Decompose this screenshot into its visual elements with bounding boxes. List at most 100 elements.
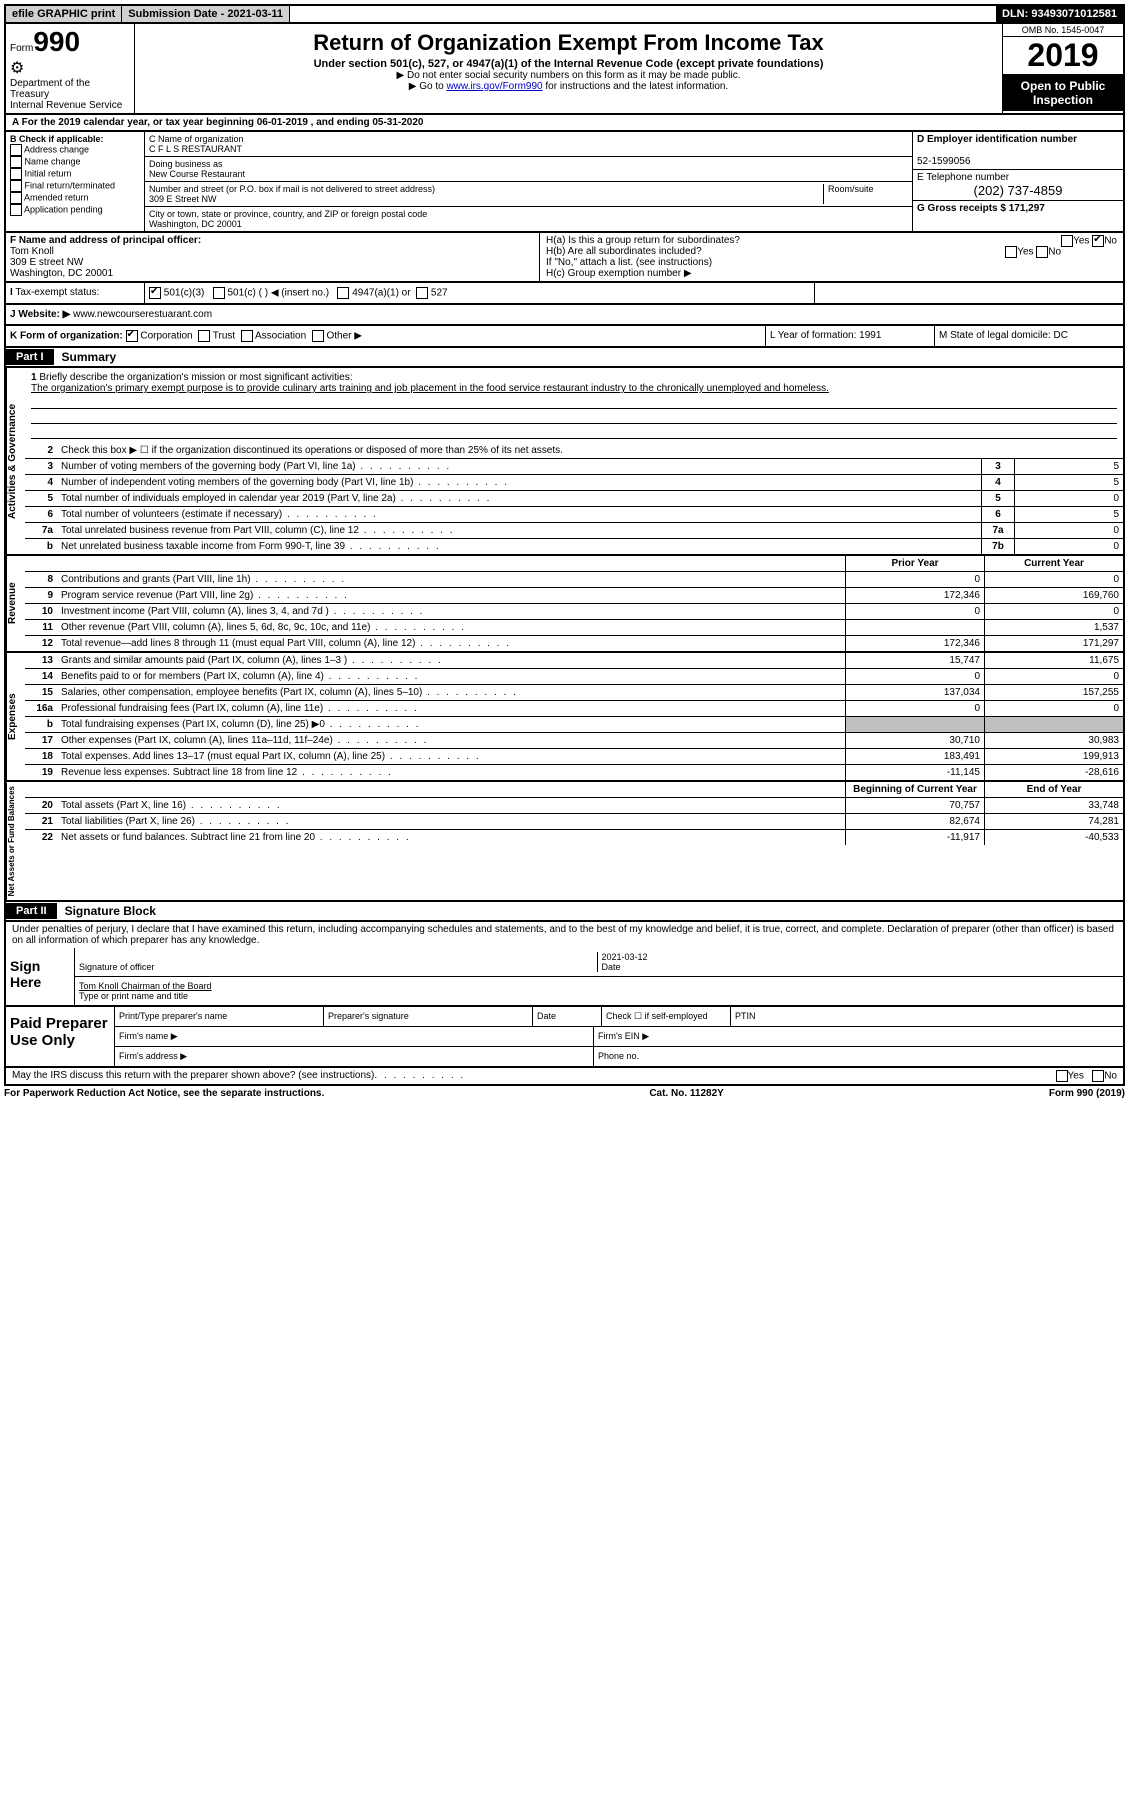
discuss-row: May the IRS discuss this return with the… — [4, 1068, 1125, 1086]
chk-address[interactable]: Address change — [10, 144, 140, 156]
part1-header: Part I Summary — [4, 348, 1125, 368]
rev-row-11: 11 Other revenue (Part VIII, column (A),… — [25, 620, 1123, 636]
rev-row-12: 12 Total revenue—add lines 8 through 11 … — [25, 636, 1123, 651]
dba-label: Doing business as — [149, 159, 908, 169]
prep-ptin-hdr: PTIN — [731, 1007, 1123, 1026]
hdr-end: End of Year — [984, 782, 1123, 797]
form-title: Return of Organization Exempt From Incom… — [139, 30, 998, 56]
declaration-text: Under penalties of perjury, I declare th… — [6, 922, 1123, 948]
mission-block: 1 Briefly describe the organization's mi… — [25, 368, 1123, 443]
hc-row: H(c) Group exemption number ▶ — [546, 268, 1117, 279]
org-name: C F L S RESTAURANT — [149, 144, 908, 154]
chk-name[interactable]: Name change — [10, 156, 140, 168]
form-990-num: 990 — [33, 26, 80, 57]
governance-section: Activities & Governance 1 Briefly descri… — [4, 368, 1125, 556]
form-number: Form990 — [10, 26, 130, 58]
submission-date[interactable]: Submission Date - 2021-03-11 — [122, 6, 290, 22]
col-b-checkboxes: B Check if applicable: Address change Na… — [6, 132, 145, 231]
officer-addr2: Washington, DC 20001 — [10, 268, 113, 279]
efile-button[interactable]: efile GRAPHIC print — [6, 6, 122, 22]
website-label: J Website: ▶ — [10, 309, 70, 320]
chk-pending[interactable]: Application pending — [10, 204, 140, 216]
form-header-left: Form990 ⚙ Department of the Treasury Int… — [6, 24, 135, 113]
firm-phone: Phone no. — [594, 1047, 1123, 1066]
gov-row-5: 5 Total number of individuals employed i… — [25, 491, 1123, 507]
form-label: Form — [10, 43, 33, 54]
rev-row-9: 9 Program service revenue (Part VIII, li… — [25, 588, 1123, 604]
prep-name-hdr: Print/Type preparer's name — [115, 1007, 324, 1026]
dept-label: Department of the Treasury — [10, 78, 130, 100]
city-cell: City or town, state or province, country… — [145, 207, 912, 231]
row-2: 2 Check this box ▶ ☐ if the organization… — [25, 443, 1123, 459]
revenue-section: Revenue Prior Year Current Year 8 Contri… — [4, 556, 1125, 653]
vtab-expenses: Expenses — [6, 653, 25, 780]
city-label: City or town, state or province, country… — [149, 209, 908, 219]
chk-527[interactable] — [416, 287, 428, 299]
form990-link[interactable]: www.irs.gov/Form990 — [446, 81, 542, 92]
part2-header: Part II Signature Block — [4, 902, 1125, 922]
chk-501c[interactable] — [213, 287, 225, 299]
netassets-body: Beginning of Current Year End of Year 20… — [25, 782, 1123, 900]
prep-row1: Print/Type preparer's name Preparer's si… — [115, 1007, 1123, 1027]
chk-4947[interactable] — [337, 287, 349, 299]
chk-amended[interactable]: Amended return — [10, 192, 140, 204]
box-f: F Name and address of principal officer:… — [6, 233, 540, 281]
netassets-section: Net Assets or Fund Balances Beginning of… — [4, 782, 1125, 902]
discuss-yn: Yes No — [1056, 1070, 1117, 1082]
hb-row: H(b) Are all subordinates included? Yes … — [546, 246, 1117, 257]
row-a-tax-year: A For the 2019 calendar year, or tax yea… — [4, 115, 1125, 132]
preparer-block: Paid Preparer Use Only Print/Type prepar… — [4, 1007, 1125, 1068]
chk-trust[interactable] — [198, 330, 210, 342]
row-k-main: K Form of organization: Corporation Trus… — [6, 326, 766, 346]
exp-row-14: 14 Benefits paid to or for members (Part… — [25, 669, 1123, 685]
footer-right: Form 990 (2019) — [1049, 1088, 1125, 1099]
vtab-netassets: Net Assets or Fund Balances — [6, 782, 25, 900]
box-f-label: F Name and address of principal officer: — [10, 235, 201, 246]
gov-row-6: 6 Total number of volunteers (estimate i… — [25, 507, 1123, 523]
chk-initial[interactable]: Initial return — [10, 168, 140, 180]
city-value: Washington, DC 20001 — [149, 219, 908, 229]
seal-icon: ⚙ — [10, 58, 130, 78]
prep-row3: Firm's address ▶ Phone no. — [115, 1047, 1123, 1066]
chk-501c3[interactable] — [149, 287, 161, 299]
sig-officer-label: Signature of officer — [79, 962, 154, 972]
mission-label: Briefly describe the organization's miss… — [39, 372, 352, 383]
exp-row-15: 15 Salaries, other compensation, employe… — [25, 685, 1123, 701]
part2-title: Signature Block — [57, 902, 164, 920]
ha-row: H(a) Is this a group return for subordin… — [546, 235, 1117, 246]
footer-left: For Paperwork Reduction Act Notice, see … — [4, 1088, 324, 1099]
phone-cell: E Telephone number (202) 737-4859 — [913, 170, 1123, 201]
exp-row-16a: 16a Professional fundraising fees (Part … — [25, 701, 1123, 717]
part1-tab: Part I — [6, 349, 54, 365]
governance-body: 1 Briefly describe the organization's mi… — [25, 368, 1123, 554]
dba-value: New Course Restaurant — [149, 169, 908, 179]
expenses-body: 13 Grants and similar amounts paid (Part… — [25, 653, 1123, 780]
gross-receipts: G Gross receipts $ 171,297 — [917, 203, 1045, 214]
hb-note: If "No," attach a list. (see instruction… — [546, 257, 1117, 268]
part2-tab: Part II — [6, 903, 57, 919]
chk-corp[interactable] — [126, 330, 138, 342]
discuss-text: May the IRS discuss this return with the… — [12, 1070, 374, 1082]
footer-row: For Paperwork Reduction Act Notice, see … — [4, 1086, 1125, 1101]
part1-title: Summary — [54, 348, 125, 366]
org-name-cell: C Name of organization C F L S RESTAURAN… — [145, 132, 912, 157]
chk-other[interactable] — [312, 330, 324, 342]
exp-row-17: 17 Other expenses (Part IX, column (A), … — [25, 733, 1123, 749]
top-header-bar: efile GRAPHIC print Submission Date - 20… — [4, 4, 1125, 24]
form-header-right: OMB No. 1545-0047 2019 Open to Public In… — [1002, 24, 1123, 113]
chk-final[interactable]: Final return/terminated — [10, 180, 140, 192]
firm-addr: Firm's address ▶ — [115, 1047, 594, 1066]
chk-assoc[interactable] — [241, 330, 253, 342]
row-f-h: F Name and address of principal officer:… — [4, 233, 1125, 283]
ein-cell: D Employer identification number 52-1599… — [913, 132, 1123, 170]
ein-value: 52-1599056 — [917, 156, 970, 167]
tax-year: 2019 — [1003, 37, 1123, 75]
row-2-desc: Check this box ▶ ☐ if the organization d… — [57, 443, 1123, 458]
open-inspection: Open to Public Inspection — [1003, 75, 1123, 111]
sig-name: Tom Knoll Chairman of the Board — [79, 981, 212, 991]
officer-addr1: 309 E street NW — [10, 257, 83, 268]
form-header-mid: Return of Organization Exempt From Incom… — [135, 24, 1002, 113]
sig-date: 2021-03-12 — [602, 952, 648, 962]
phone-label: E Telephone number — [917, 172, 1119, 183]
row-i-tax-status: I Tax-exempt status: 501(c)(3) 501(c) ( … — [4, 283, 1125, 305]
